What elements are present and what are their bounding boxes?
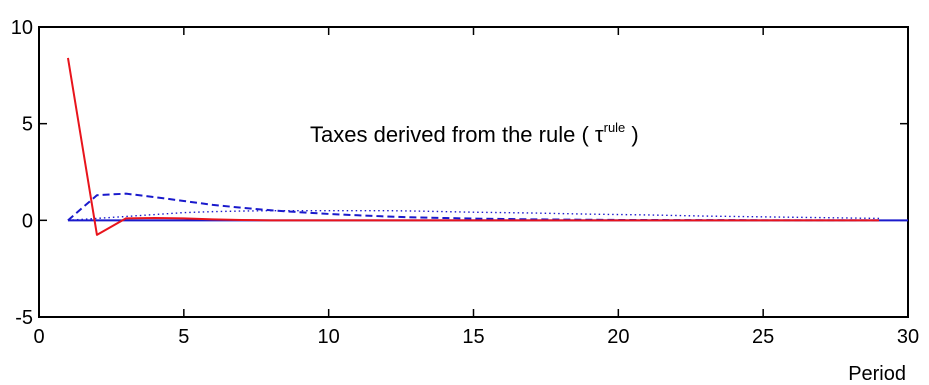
annotation-superscript: rule [604, 120, 626, 135]
x-tick-label: 15 [462, 326, 484, 348]
y-tick-label: -5 [15, 307, 33, 329]
y-tick-label: 5 [22, 114, 33, 136]
annotation-symbol: τ [595, 122, 604, 147]
plot-frame [38, 26, 909, 318]
x-tick-label: 25 [752, 326, 774, 348]
x-tick-label: 0 [33, 326, 44, 348]
annotation-text: Taxes derived from the rule ( [310, 122, 595, 147]
annotation: Taxes derived from the rule ( τrule ) [310, 120, 639, 147]
x-axis-label: Period [848, 363, 906, 385]
annotation-close: ) [625, 122, 638, 147]
y-tick-label: 0 [22, 210, 33, 232]
series-line-dotted-2 [67, 209, 880, 222]
x-tick-label: 30 [897, 326, 919, 348]
x-tick-label: 5 [178, 326, 189, 348]
series-group [66, 57, 908, 236]
x-tick-label: 20 [607, 326, 629, 348]
x-tick-label: 10 [318, 326, 340, 348]
y-tick-label: 10 [11, 17, 33, 39]
series-line-solid-0 [66, 57, 880, 236]
axis-ticks [38, 26, 909, 318]
